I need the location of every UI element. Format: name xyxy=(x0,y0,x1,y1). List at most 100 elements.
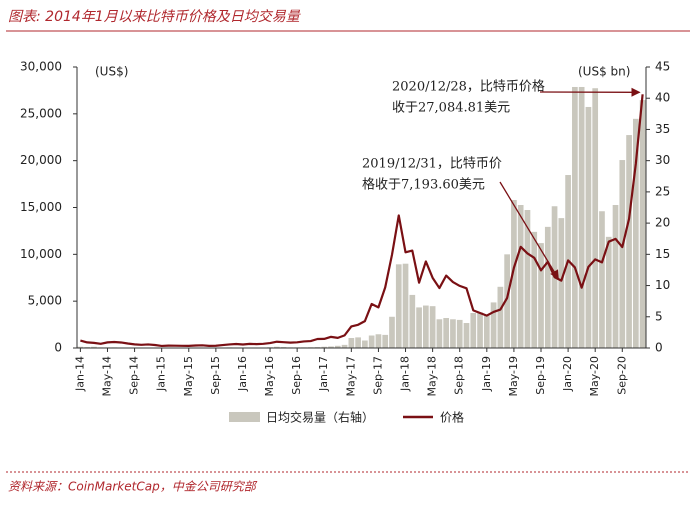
x-tick-label: Jan-17 xyxy=(317,356,330,392)
bar xyxy=(341,344,348,348)
y2-tick-label: 45 xyxy=(655,60,670,74)
bar xyxy=(483,315,490,348)
bar xyxy=(362,340,368,348)
bar xyxy=(632,118,639,348)
bar xyxy=(382,334,389,348)
x-tick-label: May-16 xyxy=(263,356,276,397)
bar xyxy=(490,302,497,348)
chart-title: 图表: 2014年1月以来比特币价格及日均交易量 xyxy=(8,9,302,25)
bar xyxy=(497,286,504,348)
bar xyxy=(368,335,375,348)
y2-tick-label: 15 xyxy=(655,247,670,261)
bar xyxy=(605,236,612,348)
bar xyxy=(456,319,463,348)
y-tick-label: 0 xyxy=(54,341,62,355)
bar xyxy=(429,306,436,348)
x-tick-label: Sep-14 xyxy=(128,356,141,395)
x-tick-label: Sep-15 xyxy=(209,356,222,395)
x-tick-label: Jan-20 xyxy=(561,356,574,392)
y2-tick-label: 35 xyxy=(655,122,670,136)
y-tick-label: 10,000 xyxy=(20,247,62,261)
bar xyxy=(436,319,443,348)
bar xyxy=(619,160,626,348)
bar xyxy=(558,218,565,348)
bar xyxy=(511,200,517,348)
x-tick-label: Sep-17 xyxy=(371,356,384,395)
y-tick-label: 25,000 xyxy=(20,106,62,120)
x-tick-label: Jan-19 xyxy=(480,356,493,392)
y2-tick-label: 5 xyxy=(655,309,663,323)
bar xyxy=(578,86,585,348)
x-tick-label: Sep-19 xyxy=(534,356,547,395)
y-axis-label: (US$) xyxy=(95,65,128,79)
bar xyxy=(470,313,477,348)
bar xyxy=(416,307,422,348)
legend-label: 日均交易量（右轴） xyxy=(266,410,374,425)
x-tick-label: Jan-16 xyxy=(236,356,249,392)
bar xyxy=(531,231,538,348)
annotation: 2019/12/31，比特币价 xyxy=(362,157,502,172)
bar xyxy=(572,86,578,348)
x-tick-label: May-19 xyxy=(507,356,520,397)
bar xyxy=(328,346,334,348)
bar xyxy=(592,88,599,348)
y2-tick-label: 20 xyxy=(655,216,670,230)
bar xyxy=(375,334,382,348)
bar xyxy=(538,243,544,348)
bar xyxy=(91,346,97,348)
bar xyxy=(77,346,84,348)
bar xyxy=(334,345,341,348)
bar xyxy=(544,226,551,348)
annotation: 2020/12/28，比特币价格 xyxy=(392,79,545,95)
x-tick-label: May-17 xyxy=(344,356,357,397)
annotation: 格收于7,193.60美元 xyxy=(362,177,485,193)
bar xyxy=(348,338,355,348)
x-tick-label: Jan-18 xyxy=(399,356,412,392)
annotation-arrow xyxy=(499,181,559,280)
y-tick-label: 20,000 xyxy=(20,153,62,167)
legend-swatch xyxy=(229,412,260,422)
x-tick-label: Sep-20 xyxy=(615,356,628,395)
y2-tick-label: 30 xyxy=(655,153,670,167)
bar xyxy=(463,323,470,348)
bar xyxy=(443,318,450,348)
x-tick-label: Sep-16 xyxy=(290,356,303,395)
bar xyxy=(626,135,632,348)
bar xyxy=(409,294,416,348)
bar xyxy=(517,205,524,348)
x-tick-label: May-14 xyxy=(100,356,113,397)
bar xyxy=(599,211,605,348)
y2-axis-label: (US$ bn) xyxy=(578,65,630,79)
y-tick-label: 15,000 xyxy=(20,200,62,214)
bar xyxy=(395,264,402,348)
bar xyxy=(273,346,280,348)
bar xyxy=(355,337,361,348)
y2-tick-label: 40 xyxy=(655,91,670,105)
y2-tick-label: 25 xyxy=(655,184,670,198)
y2-tick-label: 0 xyxy=(655,341,663,355)
x-tick-label: May-18 xyxy=(426,356,439,397)
bar xyxy=(524,209,531,348)
bar xyxy=(402,263,409,348)
price-line xyxy=(80,94,644,348)
x-tick-label: Jan-14 xyxy=(73,356,86,392)
x-tick-label: Sep-18 xyxy=(453,356,466,395)
bar xyxy=(585,106,592,348)
x-tick-label: May-15 xyxy=(182,356,195,397)
bar xyxy=(423,305,429,348)
x-tick-label: May-20 xyxy=(588,356,601,397)
y-tick-label: 30,000 xyxy=(20,60,62,74)
source: 资料来源：CoinMarketCap，中金公司研究部 xyxy=(8,480,258,494)
bar xyxy=(477,312,483,348)
bar xyxy=(321,346,328,348)
bar xyxy=(389,316,395,348)
y2-tick-label: 10 xyxy=(655,278,670,292)
x-tick-label: Jan-15 xyxy=(155,356,168,392)
bar xyxy=(639,100,646,349)
annotation: 收于27,084.81美元 xyxy=(392,101,510,116)
y-tick-label: 5,000 xyxy=(28,294,62,308)
bar xyxy=(504,254,510,348)
legend-label: 价格 xyxy=(440,410,464,425)
bar xyxy=(450,319,456,348)
